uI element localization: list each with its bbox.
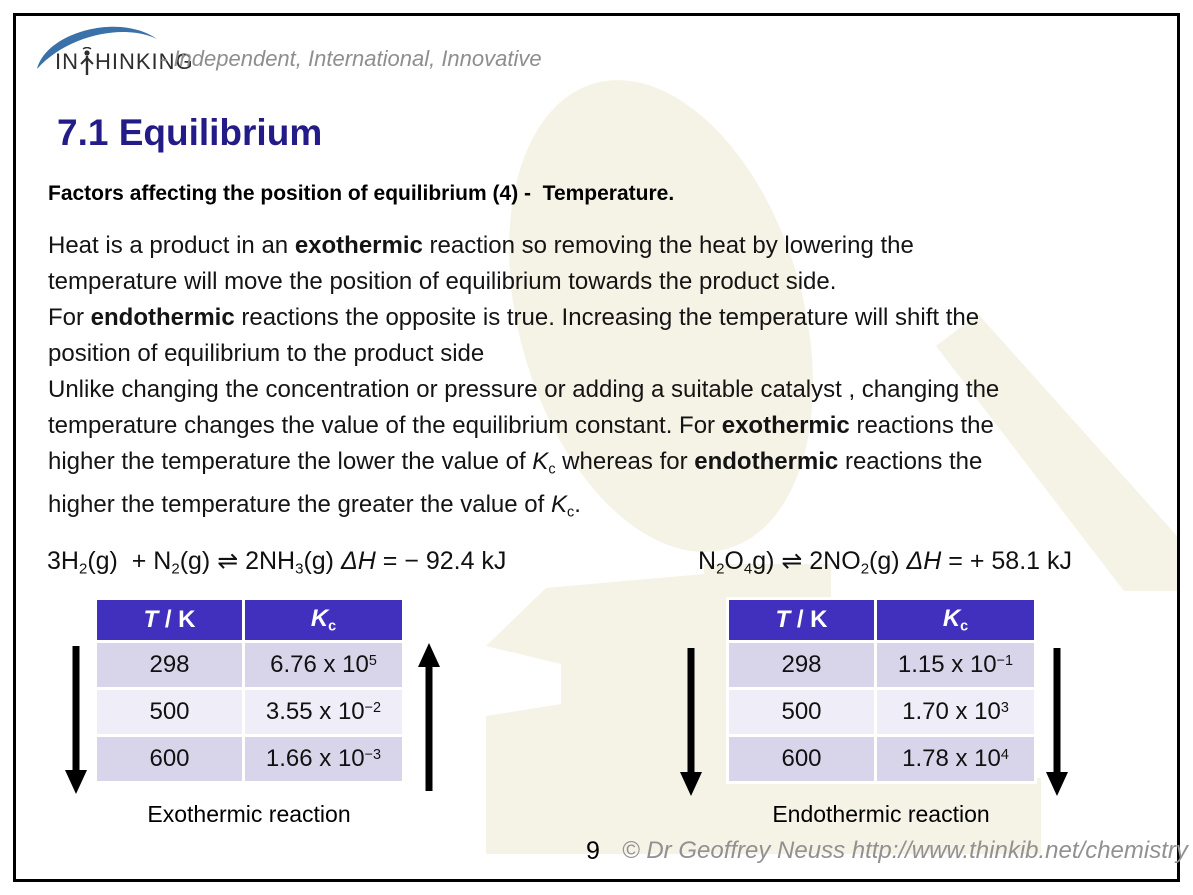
logo-brand: IN HINKING — [55, 47, 194, 75]
kc-column-header: Kc — [245, 600, 402, 640]
kc-value: 1.66 x 10−3 — [245, 737, 402, 781]
body-text: Heat is a product in an exothermic react… — [48, 228, 1158, 531]
table-row: 298 6.76 x 105 — [97, 643, 402, 687]
logo-tagline: - Independent, International, Innovative — [160, 46, 542, 71]
copyright-text: © Dr Geoffrey Neuss http://www.thinkib.n… — [622, 837, 1188, 864]
kc-value: 6.76 x 105 — [245, 643, 402, 687]
temperature-value: 600 — [729, 737, 874, 781]
body-line: temperature changes the value of the equ… — [48, 412, 994, 439]
kc-value: 1.15 x 10−1 — [877, 643, 1034, 687]
body-line: For endothermic reactions the opposite i… — [48, 304, 980, 331]
exothermic-caption: Exothermic reaction — [147, 801, 351, 827]
person-icon — [80, 47, 94, 75]
body-line: Heat is a product in an exothermic react… — [48, 232, 914, 259]
exothermic-table: T / K Kc 298 6.76 x 105 500 3.55 x 10−2 … — [94, 597, 405, 784]
body-line: higher the temperature the greater the v… — [48, 491, 581, 521]
slide-border — [13, 13, 1180, 882]
body-line: higher the temperature the lower the val… — [48, 448, 983, 478]
up-arrow-icon — [418, 643, 440, 791]
exothermic-equation: 3H2(g) + N2(g) ⇌ 2NH3(g) ΔH = − 92.4 kJ — [47, 547, 507, 578]
temperature-value: 500 — [729, 690, 874, 734]
table-row: 298 1.15 x 10−1 — [729, 643, 1034, 687]
logo-brand-right: HINKING — [95, 49, 194, 74]
kc-value: 3.55 x 10−2 — [245, 690, 402, 734]
logo-swoosh-icon — [37, 26, 157, 69]
kc-value: 1.70 x 103 — [877, 690, 1034, 734]
page-title: 7.1 Equilibrium — [57, 112, 323, 153]
table-header-row: T / K Kc — [729, 600, 1034, 640]
body-line: Unlike changing the concentration or pre… — [48, 376, 1000, 403]
table-row: 500 3.55 x 10−2 — [97, 690, 402, 734]
logo-brand-left: IN — [55, 49, 79, 74]
body-line: temperature will move the position of eq… — [48, 268, 837, 295]
down-arrow-icon — [1046, 648, 1068, 796]
body-line: position of equilibrium to the product s… — [48, 340, 485, 367]
temperature-column-header: T / K — [97, 600, 242, 640]
table-row: 600 1.78 x 104 — [729, 737, 1034, 781]
down-arrow-icon — [680, 648, 702, 796]
temperature-value: 600 — [97, 737, 242, 781]
table-row: 600 1.66 x 10−3 — [97, 737, 402, 781]
kc-value: 1.78 x 104 — [877, 737, 1034, 781]
temperature-column-header: T / K — [729, 600, 874, 640]
endothermic-caption: Endothermic reaction — [772, 801, 990, 827]
kc-column-header: Kc — [877, 600, 1034, 640]
down-arrow-icon — [65, 646, 87, 794]
endothermic-equation: N2O4g) ⇌ 2NO2(g) ΔH = + 58.1 kJ — [698, 547, 1072, 578]
endothermic-table: T / K Kc 298 1.15 x 10−1 500 1.70 x 103 … — [726, 597, 1037, 784]
page-number: 9 — [586, 837, 600, 865]
table-row: 500 1.70 x 103 — [729, 690, 1034, 734]
table-header-row: T / K Kc — [97, 600, 402, 640]
temperature-value: 298 — [97, 643, 242, 687]
section-heading: Factors affecting the position of equili… — [48, 182, 675, 205]
temperature-value: 500 — [97, 690, 242, 734]
temperature-value: 298 — [729, 643, 874, 687]
